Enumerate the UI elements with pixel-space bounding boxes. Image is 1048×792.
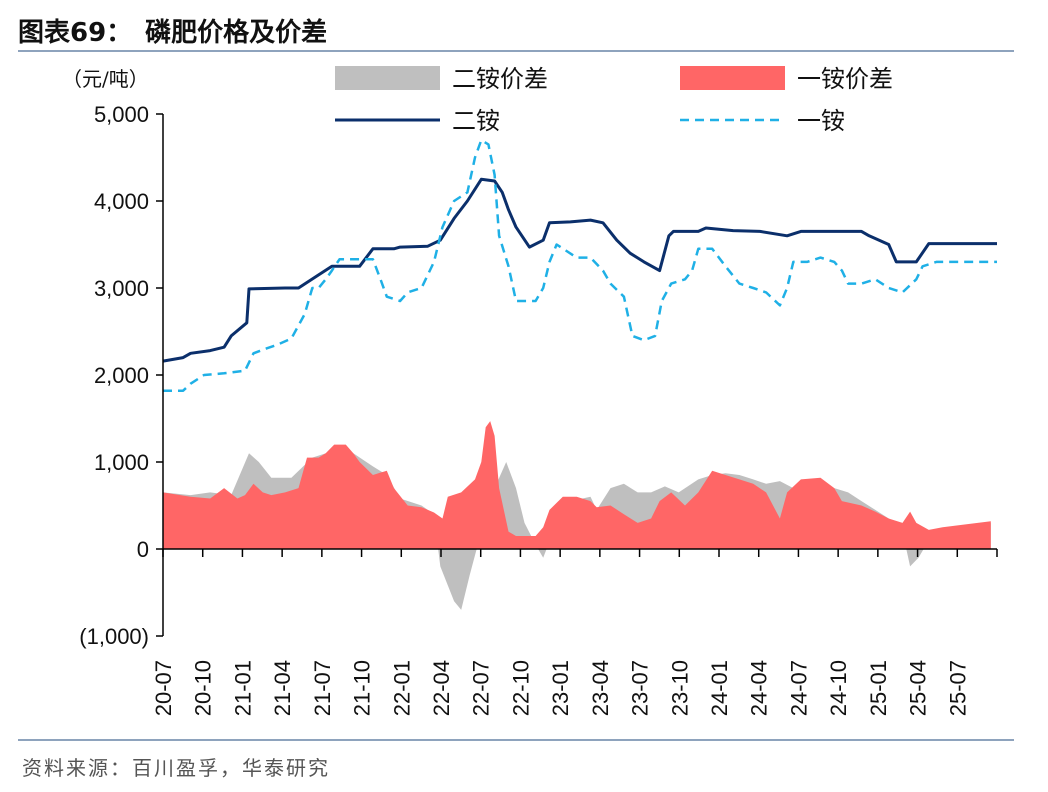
figure-title: 图表69： 磷肥价格及价差 <box>18 18 328 48</box>
y-axis-unit-label: （元/吨） <box>62 67 149 91</box>
x-tick-label: 22-01 <box>389 660 414 716</box>
x-tick-label: 22-07 <box>469 660 494 716</box>
x-tick-label: 23-07 <box>628 660 653 716</box>
y-tick-label: 3,000 <box>94 276 149 301</box>
series-1-area <box>163 421 991 549</box>
legend-label-0: 二铵价差 <box>452 65 548 93</box>
x-tick-label: 21-07 <box>310 660 335 716</box>
x-tick-label: 20-07 <box>151 660 176 716</box>
x-tick-label: 22-04 <box>429 660 454 716</box>
x-tick-label: 25-01 <box>866 660 891 716</box>
series-3-line <box>163 138 997 392</box>
x-tick-label: 23-01 <box>548 660 573 716</box>
y-tick-label: 2,000 <box>94 363 149 388</box>
x-tick-label: 24-10 <box>826 660 851 716</box>
x-tick-label: 23-10 <box>667 660 692 716</box>
legend-label-3: 一铵 <box>797 107 845 135</box>
y-tick-label: 0 <box>137 537 149 562</box>
plot-area <box>162 138 997 610</box>
x-tick-label: 21-01 <box>230 660 255 716</box>
axes: 5,000 4,000 3,000 2,000 1,000 0 (1,000)20-07 20… <box>79 102 998 716</box>
x-tick-label: 21-04 <box>270 660 295 716</box>
legend-swatch-0 <box>335 66 440 90</box>
x-tick-label: 22-10 <box>508 660 533 716</box>
legend-swatch-1 <box>680 66 785 90</box>
source-note: 资料来源：百川盈孚，华泰研究 <box>22 756 330 780</box>
x-tick-label: 20-10 <box>191 660 216 716</box>
x-tick-label: 23-04 <box>588 660 613 716</box>
x-tick-label: 25-07 <box>945 660 970 716</box>
legend-label-1: 一铵价差 <box>797 65 893 93</box>
y-tick-label: 4,000 <box>94 189 149 214</box>
x-tick-label: 24-01 <box>707 660 732 716</box>
y-tick-label: 1,000 <box>94 450 149 475</box>
y-tick-label: 5,000 <box>94 102 149 127</box>
y-tick-label: (1,000) <box>79 624 149 649</box>
x-tick-label: 25-04 <box>906 660 931 716</box>
x-tick-label: 24-07 <box>786 660 811 716</box>
x-tick-label: 24-04 <box>747 660 772 716</box>
x-tick-label: 21-10 <box>350 660 375 716</box>
series-2-line <box>162 177 997 363</box>
legend-label-2: 二铵 <box>452 107 500 135</box>
